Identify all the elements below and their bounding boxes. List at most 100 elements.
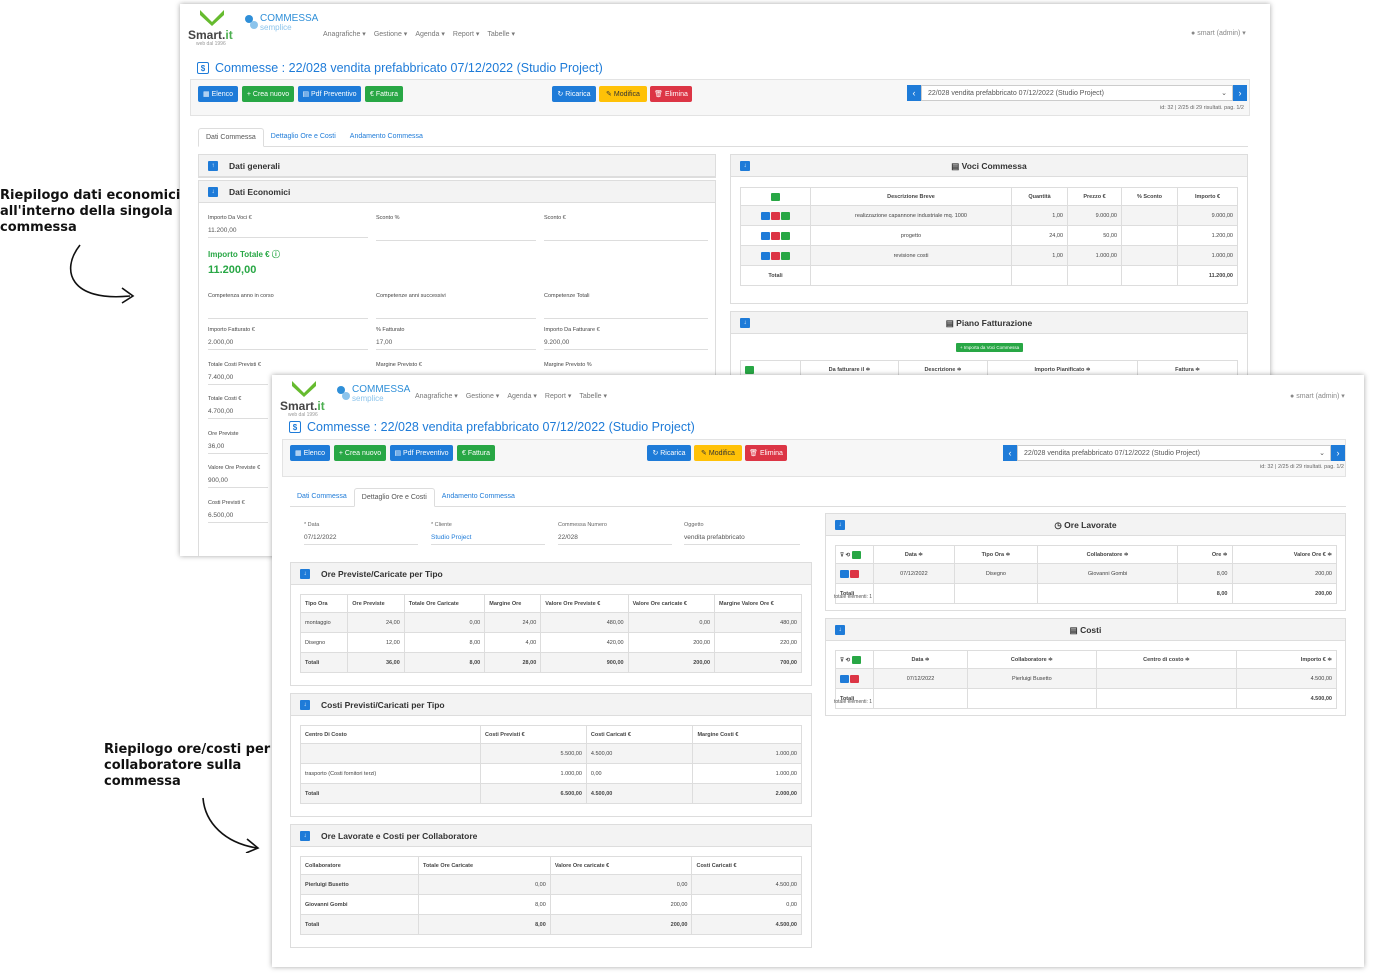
annotation-collaborator-summary: Riepilogo ore/costi per collaboratore sul… (104, 742, 271, 789)
menu-agenda[interactable]: Agenda ▾ (415, 31, 445, 38)
delete-icon[interactable] (770, 211, 780, 220)
costi-previsti-field[interactable]: 7.400,00 (208, 374, 268, 385)
crea-nuovo-button[interactable]: + Crea nuovo (242, 86, 294, 102)
table-row: 07/12/2022 Pierluigi Busetto 4.500,00 (835, 668, 1337, 689)
elimina-button[interactable]: 🗑 Elimina (745, 445, 787, 461)
data-field[interactable]: 07/12/2022 (304, 534, 418, 545)
pct-fatturato-field[interactable]: 17,00 (376, 339, 536, 350)
importa-voci-button[interactable]: + Importa da Voci Commessa (956, 343, 1024, 352)
fattura-button[interactable]: € Fattura (457, 445, 495, 461)
da-fatturare-field[interactable]: 9.200,00 (544, 339, 708, 350)
collapse-icon[interactable]: ↓ (300, 569, 310, 579)
next-record-button[interactable]: › (1331, 445, 1345, 461)
add-icon[interactable] (851, 655, 861, 664)
table-row: Totali 6.500,00 4.500,00 2.000,00 (300, 783, 802, 804)
pdf-preventivo-button[interactable]: ▤ Pdf Preventivo (298, 86, 361, 102)
collapse-icon[interactable]: ↓ (300, 831, 310, 841)
delete-icon[interactable] (770, 231, 780, 240)
menu-tabelle[interactable]: Tabelle ▾ (487, 31, 516, 38)
sconto-pct-field[interactable] (376, 227, 536, 241)
annotation-economic-summary: Riepilogo dati economici all'interno dell… (0, 188, 181, 235)
table-row: 5.500,00 4.500,00 1.000,00 (300, 743, 802, 764)
next-record-button[interactable]: › (1233, 85, 1247, 101)
table-row: trasporto (Costi fornitori terzi) 1.000,0… (300, 763, 802, 784)
tab-andamento[interactable]: Andamento Commessa (349, 133, 423, 140)
elenco-button[interactable]: ▦ Elenco (290, 445, 330, 461)
table-row: Disegno 12,00 8,00 4,00 420,00 200,00 220,00 (299, 632, 802, 653)
delete-icon[interactable] (850, 674, 859, 683)
menu-tabelle[interactable]: Tabelle ▾ (579, 393, 608, 400)
user-menu[interactable]: ● smart (admin) ▾ (1191, 30, 1246, 37)
crea-nuovo-button[interactable]: + Crea nuovo (334, 445, 386, 461)
ore-previste-field[interactable]: 36,00 (208, 443, 268, 454)
page-title: $ Commesse : 22/028 vendita prefabbricato… (197, 61, 603, 75)
importo-voci-field[interactable]: 11.200,00 (208, 227, 368, 238)
cliente-field[interactable]: Studio Project (431, 534, 545, 545)
collapse-icon[interactable]: ↓ (740, 318, 750, 328)
tab-dati-commessa[interactable]: Dati Commessa (198, 128, 264, 147)
table-row: revisione costi 1,00 1.000,00 1.000,00 (740, 245, 1238, 266)
tab-andamento[interactable]: Andamento Commessa (441, 493, 515, 500)
elimina-button[interactable]: 🗑 Elimina (650, 86, 692, 102)
modifica-button[interactable]: ✎ Modifica (599, 86, 647, 102)
collaboratore-table: Collaboratore Totale Ore Caricate Valore O… (300, 856, 802, 935)
delete-icon[interactable] (770, 251, 780, 260)
tab-dati-commessa[interactable]: Dati Commessa (297, 493, 347, 500)
smart-logo: Smart.it web dal 1996 (280, 381, 330, 423)
edit-icon[interactable] (760, 211, 770, 220)
tab-dettaglio-ore[interactable]: Dettaglio Ore e Costi (270, 133, 336, 140)
oggetto-field[interactable]: vendita prefabbricato (684, 534, 800, 545)
collapse-icon[interactable]: ↓ (300, 700, 310, 710)
edit-icon[interactable] (760, 231, 770, 240)
menu-report[interactable]: Report ▾ (452, 31, 480, 38)
menu-report[interactable]: Report ▾ (544, 393, 572, 400)
add-icon[interactable] (745, 365, 754, 374)
add-icon[interactable] (770, 192, 780, 201)
totale-costi-field[interactable]: 4.700,00 (208, 408, 268, 419)
comp-succ-field[interactable] (376, 305, 536, 319)
comp-anno-field[interactable] (208, 305, 368, 319)
menu-agenda[interactable]: Agenda ▾ (507, 393, 537, 400)
comp-tot-field[interactable] (544, 305, 708, 319)
menu-anagrafiche[interactable]: Anagrafiche ▾ (323, 31, 366, 38)
menu-gestione[interactable]: Gestione ▾ (465, 393, 500, 400)
copy-icon[interactable] (780, 251, 790, 260)
prev-record-button[interactable]: ‹ (1003, 445, 1017, 461)
menu-anagrafiche[interactable]: Anagrafiche ▾ (415, 393, 458, 400)
elenco-button[interactable]: ▦ Elenco (198, 86, 238, 102)
record-select[interactable]: 22/028 vendita prefabbricato 07/12/2022 … (921, 85, 1233, 101)
modifica-button[interactable]: ✎ Modifica (694, 445, 742, 461)
edit-icon[interactable] (840, 569, 849, 578)
edit-icon[interactable] (840, 674, 849, 683)
expand-icon[interactable]: ↑ (208, 161, 218, 171)
fatturato-field[interactable]: 2.000,00 (208, 339, 368, 350)
user-menu[interactable]: ● smart (admin) ▾ (1290, 393, 1345, 400)
collapse-icon[interactable]: ↓ (208, 187, 218, 197)
fattura-button[interactable]: € Fattura (365, 86, 403, 102)
delete-icon[interactable] (850, 569, 859, 578)
menu-gestione[interactable]: Gestione ▾ (373, 31, 408, 38)
valore-ore-field[interactable]: 900,00 (208, 477, 268, 488)
tab-dettaglio-ore[interactable]: Dettaglio Ore e Costi (353, 488, 435, 507)
collapse-icon[interactable]: ↓ (740, 161, 750, 171)
importo-totale-label: Importo Totale € ⓘ (208, 250, 280, 259)
record-select[interactable]: 22/028 vendita prefabbricato 07/12/2022 … (1017, 445, 1331, 461)
table-row: realizzazione capannone industriale mq. … (740, 205, 1238, 226)
add-icon[interactable] (851, 550, 861, 559)
ricarica-button[interactable]: ↻ Ricarica (647, 445, 691, 461)
edit-icon[interactable] (760, 251, 770, 260)
navbar: Smart.it web dal 1996 COMMESSA semplice A… (180, 4, 1270, 56)
pdf-preventivo-button[interactable]: ▤ Pdf Preventivo (390, 445, 453, 461)
copy-icon[interactable] (780, 211, 790, 220)
collapse-icon[interactable]: ↓ (835, 520, 845, 530)
numero-field[interactable]: 22/028 (558, 534, 672, 545)
ricarica-button[interactable]: ↻ Ricarica (552, 86, 596, 102)
table-row: Giovanni Gombi 8,00 200,00 0,00 (300, 894, 802, 915)
sconto-eur-field[interactable] (544, 227, 708, 241)
copy-icon[interactable] (780, 231, 790, 240)
prev-record-button[interactable]: ‹ (907, 85, 921, 101)
table-row: Totali 8,00 200,00 4.500,00 (300, 914, 802, 935)
collapse-icon[interactable]: ↓ (835, 625, 845, 635)
costi-prev2-field[interactable]: 6.500,00 (208, 512, 268, 523)
voci-commessa-card: ↓ ▤ Voci Commessa Descrizione Breve Quanti… (730, 154, 1248, 304)
